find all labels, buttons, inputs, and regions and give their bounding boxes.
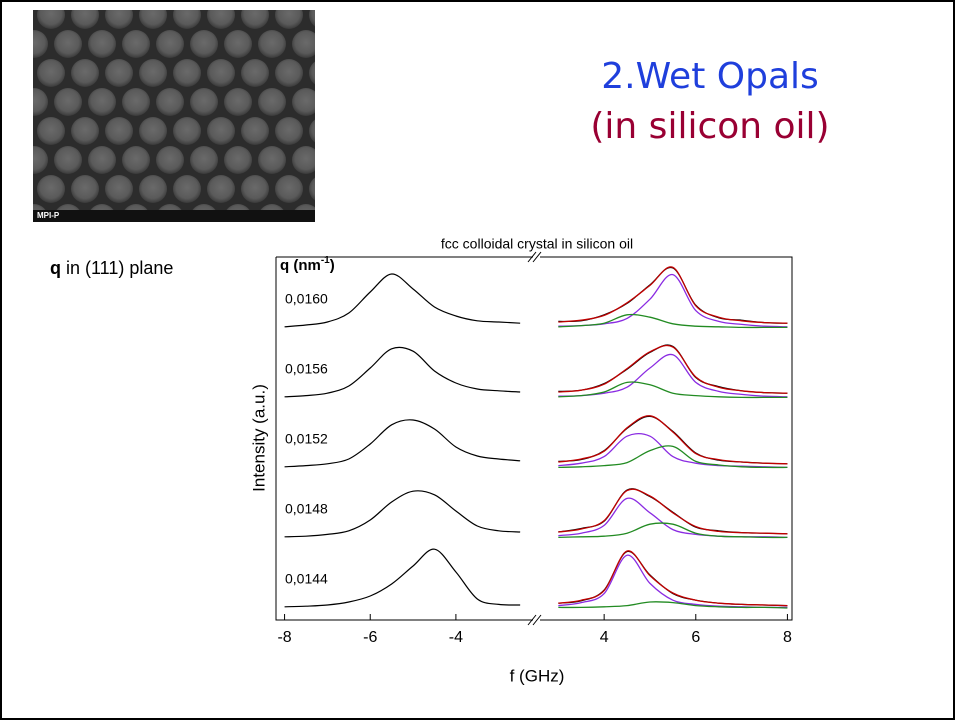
plane-note-q: q: [50, 258, 61, 278]
data-curve: [558, 345, 787, 393]
q-header-close: ): [330, 257, 335, 274]
x-tick-label: -6: [363, 629, 377, 646]
slide-subtitle: (in silicon oil): [590, 106, 829, 147]
fit-curve: [558, 267, 787, 323]
q-label: 0,0152: [285, 431, 328, 447]
sem-photo: [33, 10, 315, 210]
data-curve: [558, 489, 787, 534]
q-label: 0,0160: [285, 291, 328, 307]
q-header: q (nm-1): [280, 255, 335, 274]
axis-break: [528, 252, 541, 625]
chart-title: fcc colloidal crystal in silicon oil: [441, 236, 633, 252]
data-curve: [558, 267, 787, 323]
sem-info-bar: [33, 210, 315, 222]
x-tick-label: -8: [277, 629, 291, 646]
q-header-text: q (nm: [280, 257, 321, 274]
x-tick-label: 8: [783, 629, 792, 646]
q-label: 0,0144: [285, 571, 328, 587]
plane-note: q in (111) plane: [50, 258, 173, 278]
sem-image: MPI-P: [33, 10, 315, 222]
sem-label: MPI-P: [37, 211, 60, 220]
x-tick-label: -4: [449, 629, 463, 646]
peak1-curve: [558, 354, 787, 396]
q-label: 0,0148: [285, 501, 328, 517]
peak1-curve: [558, 555, 787, 607]
y-axis-label: Intensity (a.u.): [249, 384, 268, 492]
fit-curve: [558, 551, 787, 606]
peak1-curve: [558, 498, 787, 537]
slide-title: 2.Wet Opals: [601, 56, 819, 97]
axes-frame: [276, 257, 792, 620]
q-label: 0,0156: [285, 361, 328, 377]
slide: MPI-P 2.Wet Opals (in silicon oil) q in …: [0, 0, 955, 720]
chart: fcc colloidal crystal in silicon oil f (…: [249, 236, 792, 686]
x-axis-label: f (GHz): [510, 666, 565, 685]
plane-note-text: in (111) plane: [61, 258, 173, 278]
fit-curve: [558, 345, 787, 393]
x-tick-label: 6: [691, 629, 700, 646]
x-tick-label: 4: [600, 629, 609, 646]
